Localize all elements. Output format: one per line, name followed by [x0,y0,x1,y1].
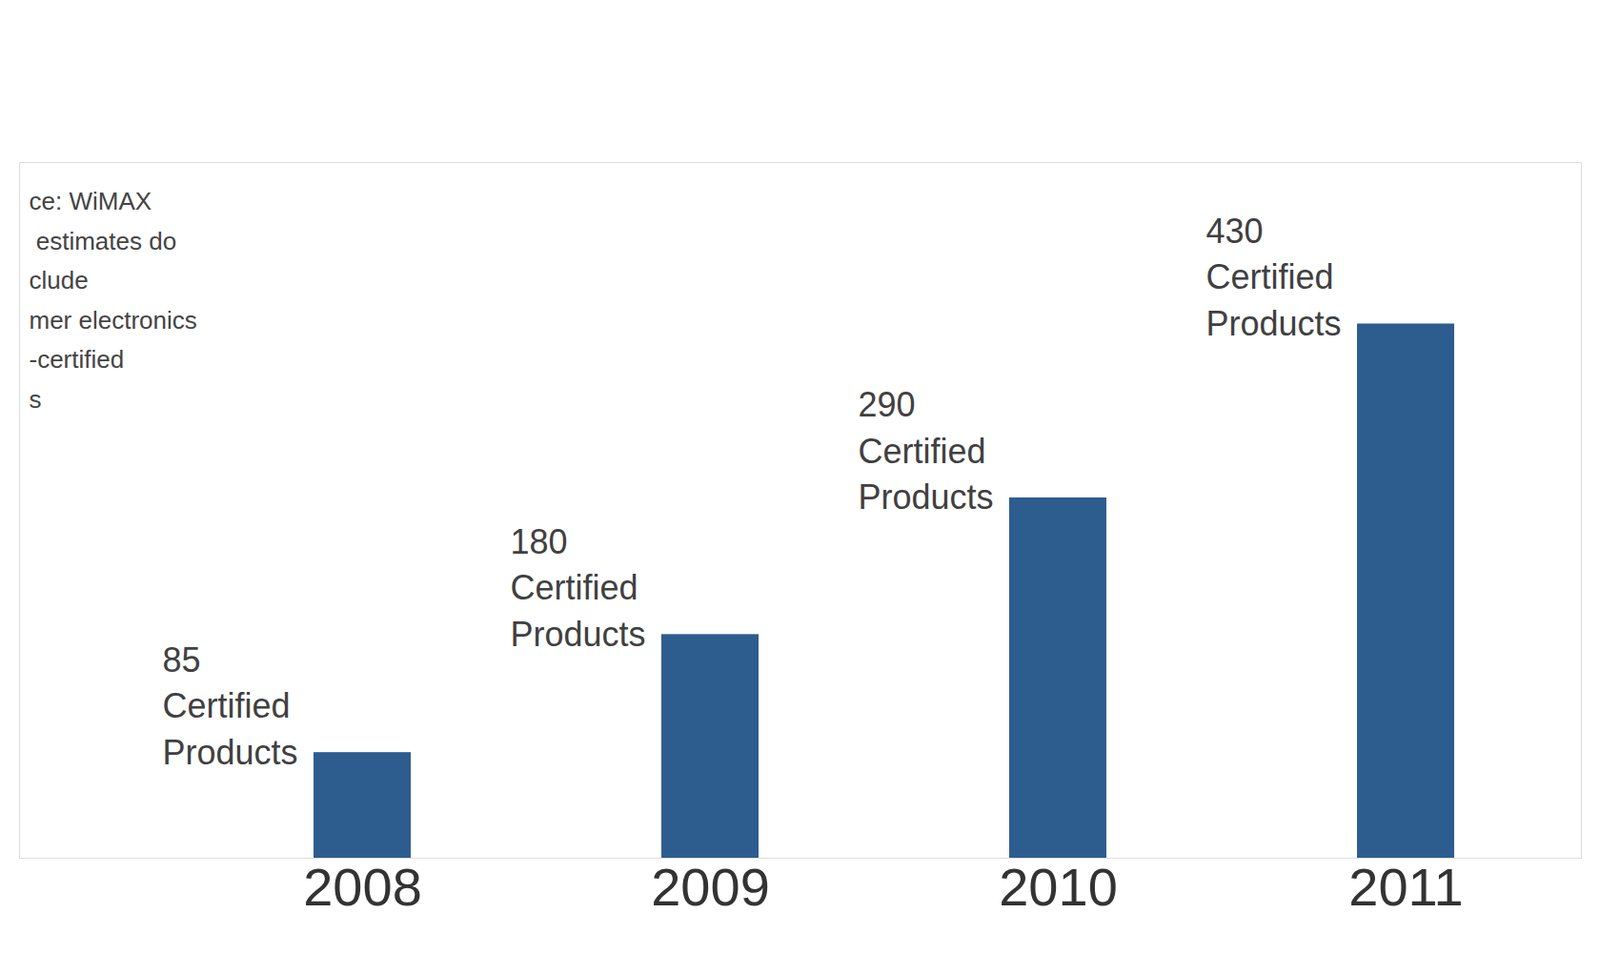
svg-text:180CertifiedProducts: 180CertifiedProducts [510,522,647,654]
svg-text:290CertifiedProducts: 290CertifiedProducts [858,384,994,517]
svg-text:430CertifiedProducts: 430CertifiedProducts [1206,211,1342,344]
svg-text:ce: WiMAX estimates docludemer: ce: WiMAX estimates docludemer electroni… [29,186,198,414]
svg-text:2008: 2008 [303,856,423,917]
svg-text:85CertifiedProducts: 85CertifiedProducts [162,639,299,771]
svg-text:2011: 2011 [1348,856,1463,917]
svg-text:2010: 2010 [998,856,1118,917]
svg-text:2009: 2009 [650,856,770,917]
